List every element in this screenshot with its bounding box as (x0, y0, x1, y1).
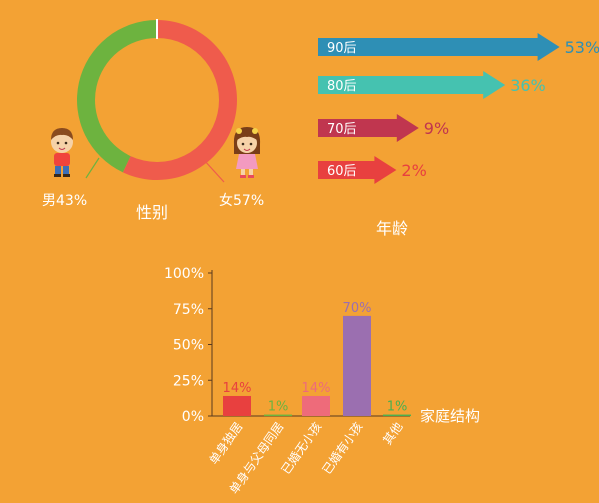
age-chart: 年龄 90后 53% 80后 36% 70后 9% 60后 2% (318, 33, 599, 238)
bar-value-label: 1% (268, 400, 289, 415)
bar-value-label: 70% (343, 301, 372, 316)
female-label: 女57% (219, 192, 264, 209)
age-category-label: 70后 (327, 122, 357, 137)
y-tick-label: 100% (164, 266, 204, 282)
male-label: 男43% (42, 193, 87, 209)
girl-icon (233, 127, 261, 178)
y-tick-label: 75% (173, 302, 204, 318)
age-arrow-90后 (318, 33, 560, 61)
age-category-label: 90后 (327, 41, 357, 56)
female-connector (203, 159, 225, 183)
age-arrow-70后 (318, 114, 419, 142)
x-tick-label: 单身独居 (206, 419, 246, 467)
x-axis-label: 家庭结构 (420, 407, 480, 425)
age-value-label: 2% (401, 161, 426, 180)
age-value-label: 53% (565, 38, 599, 57)
boy-icon (51, 128, 73, 177)
x-tick-label: 已婚有小孩 (320, 420, 366, 477)
age-category-label: 60后 (327, 164, 357, 179)
y-tick-label: 50% (173, 338, 204, 354)
bar-value-label: 14% (302, 381, 331, 396)
family-chart: 家庭结构 0%25%50%75%100%14%单身独居1%单身与父母同居14%已… (164, 266, 480, 497)
gender-chart: 男43% 女57% 性别 (42, 19, 264, 222)
pie-slice-female (122, 20, 238, 181)
bar-已婚有小孩 (343, 315, 371, 416)
age-category-label: 80后 (327, 79, 357, 94)
x-tick-label: 其他 (380, 420, 405, 448)
age-title: 年龄 (376, 219, 408, 238)
age-value-label: 9% (424, 119, 449, 138)
age-arrow-80后 (318, 71, 506, 99)
y-tick-label: 0% (182, 409, 204, 425)
bar-单身与父母同居 (264, 414, 292, 417)
y-tick-label: 25% (173, 373, 204, 389)
age-arrow-60后 (318, 156, 397, 184)
bar-value-label: 1% (387, 400, 408, 415)
gender-title: 性别 (136, 203, 168, 222)
age-value-label: 36% (510, 76, 546, 95)
male-connector (85, 157, 100, 179)
bar-其他 (383, 414, 411, 417)
bar-value-label: 14% (223, 381, 252, 396)
bar-单身独居 (223, 395, 251, 416)
bar-已婚无小孩 (302, 395, 330, 416)
pie-slice-male (77, 20, 157, 173)
